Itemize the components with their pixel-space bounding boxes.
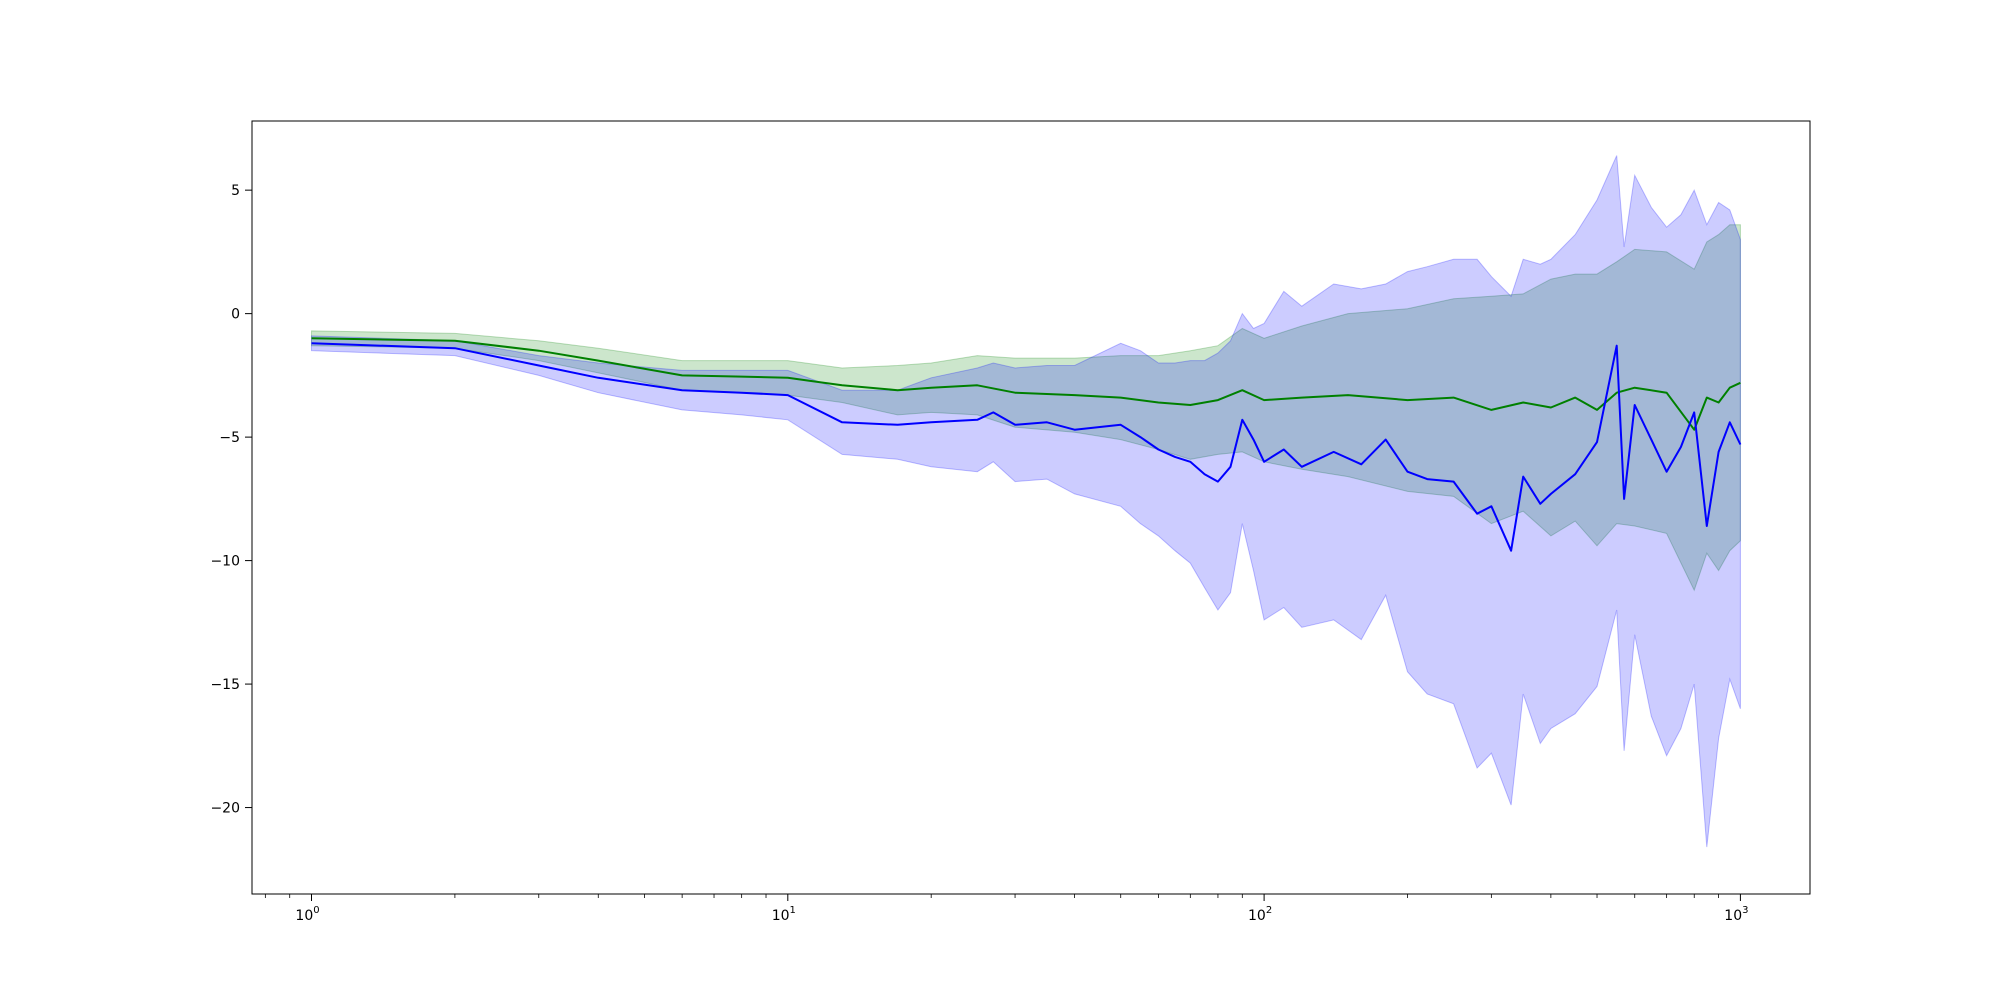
x-tick-label-2: 102: [1248, 905, 1272, 924]
y-tick-label-5: −20: [210, 801, 240, 817]
y-tick-label-3: −10: [210, 554, 240, 570]
series-1-line: [311, 337, 1741, 431]
y-tick-label-0: 5: [231, 183, 240, 199]
y-tick-label-2: −5: [219, 430, 240, 446]
confidence-bands: [311, 155, 1741, 848]
x-tick-label-exp-1: 1: [790, 905, 796, 916]
series-2-line: [311, 342, 1742, 552]
x-tick-label-exp-2: 2: [1266, 905, 1272, 916]
x-tick-label-exp-3: 3: [1742, 905, 1748, 916]
x-tick-label-1: 101: [772, 905, 796, 924]
y-tick-label-4: −15: [210, 677, 240, 693]
series-1-band: [311, 224, 1741, 592]
x-tick-label-exp-0: 0: [313, 905, 319, 916]
x-tick-label-0: 100: [295, 905, 319, 924]
series-2-band: [311, 155, 1741, 848]
y-tick-label-1: 0: [231, 307, 240, 323]
series-lines: [311, 337, 1742, 552]
y-axis: 5 0 −5 −10 −15 −20: [210, 183, 252, 817]
x-tick-label-3: 103: [1724, 905, 1748, 924]
x-axis: 100 101 102 103: [264, 894, 1749, 924]
plot-area-frame: [251, 120, 1811, 895]
